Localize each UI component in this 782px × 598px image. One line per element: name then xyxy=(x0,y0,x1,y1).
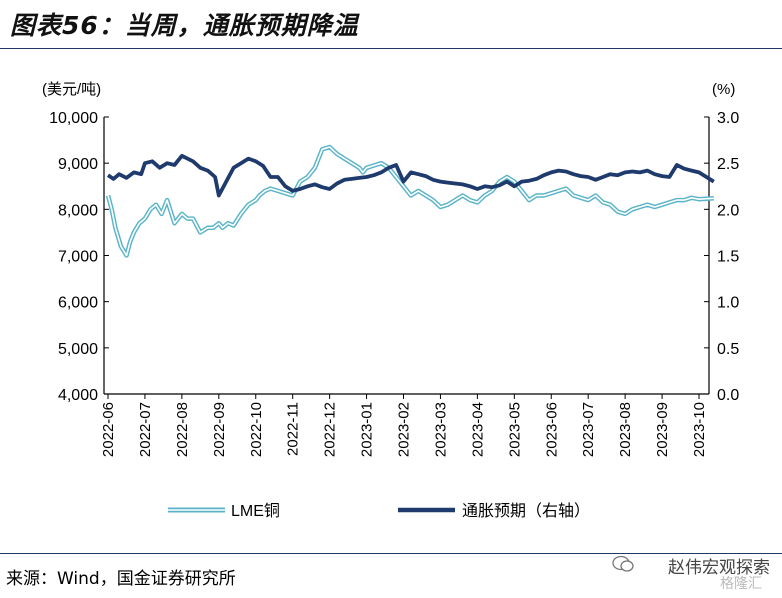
y-left-tick-label: 8,000 xyxy=(58,202,98,219)
watermark-sub: 格隆汇 xyxy=(720,576,762,592)
title-divider xyxy=(0,48,782,49)
y-left-tick-label: 4,000 xyxy=(58,387,98,404)
x-tick-label: 2022-06 xyxy=(100,402,117,457)
x-tick-label: 2023-03 xyxy=(432,402,449,457)
left-axis-unit: (美元/吨) xyxy=(42,81,101,98)
y-right-tick-label: 1.5 xyxy=(717,249,739,266)
x-tick-label: 2023-08 xyxy=(617,402,634,457)
x-tick-label: 2023-10 xyxy=(691,402,708,457)
legend-label-inflation: 通胀预期（右轴） xyxy=(462,502,590,520)
source-note: 来源：Wind，国金证券研究所 xyxy=(6,569,236,589)
y-right-tick-label: 2.5 xyxy=(717,156,739,173)
legend-label-lme: LME铜 xyxy=(231,502,280,520)
y-left-tick-label: 6,000 xyxy=(58,295,98,312)
x-tick-label: 2023-09 xyxy=(654,402,671,457)
x-tick-label: 2023-04 xyxy=(469,402,486,457)
legend-item-inflation: 通胀预期（右轴） xyxy=(398,502,590,520)
x-tick-label: 2023-05 xyxy=(506,402,523,457)
y-right-tick-label: 0.5 xyxy=(717,341,739,358)
footer-divider xyxy=(0,553,782,554)
y-right-tick-label: 1.0 xyxy=(717,295,739,312)
x-tick-label: 2023-01 xyxy=(359,402,376,457)
x-tick-label: 2023-07 xyxy=(580,402,597,457)
x-tick-label: 2022-09 xyxy=(211,402,228,457)
plot-area: 4,000 5,000 6,000 7,000 8,000 9,000 10,000 0.0 0… xyxy=(49,110,739,457)
right-axis-unit: (%) xyxy=(712,81,735,98)
series-lme-outline xyxy=(105,144,714,258)
chart: (美元/吨) (%) 4,000 5,000 6,000 7,000 8,000 9,00… xyxy=(42,81,739,520)
x-tick-label: 2022-10 xyxy=(248,402,265,457)
x-tick-label: 2023-06 xyxy=(543,402,560,457)
x-tick-label: 2023-02 xyxy=(396,402,413,457)
y-right-tick-label: 2.0 xyxy=(717,202,739,219)
wechat-icon xyxy=(612,555,634,572)
x-tick-label: 2022-08 xyxy=(174,402,191,457)
legend: LME铜 通胀预期（右轴） xyxy=(168,502,590,520)
y-right-tick-label: 3.0 xyxy=(717,110,739,127)
page-title: 图表56：当周，通胀预期降温 xyxy=(10,11,359,40)
y-right-tick-label: 0.0 xyxy=(717,387,739,404)
x-tick-label: 2022-12 xyxy=(322,402,339,457)
y-left-tick-label: 9,000 xyxy=(58,156,98,173)
legend-item-lme: LME铜 xyxy=(168,502,280,520)
series-inflation-line xyxy=(106,153,715,198)
x-tick-label: 2022-11 xyxy=(285,402,302,456)
y-left-tick-label: 5,000 xyxy=(58,341,98,358)
watermark-text: 赵伟宏观探索 xyxy=(668,558,770,578)
y-left-tick-label: 7,000 xyxy=(58,249,98,266)
x-tick-label: 2022-07 xyxy=(137,402,154,457)
y-left-tick-label: 10,000 xyxy=(49,110,98,127)
series-lme-core xyxy=(107,146,714,257)
